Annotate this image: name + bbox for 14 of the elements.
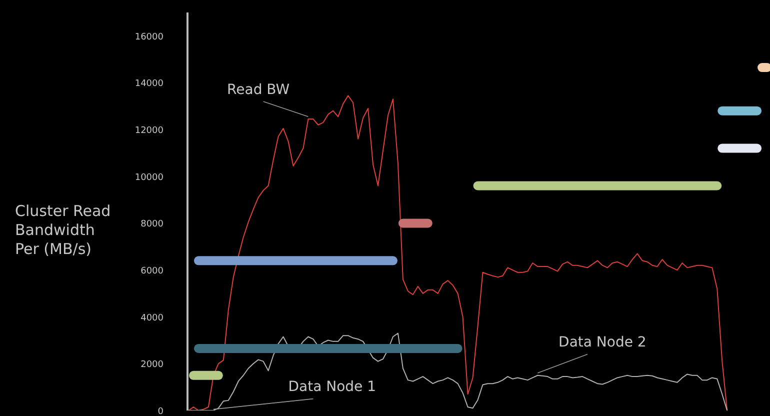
y-tick-label: 8000 (140, 220, 164, 230)
y-tick-label: 12000 (134, 126, 164, 136)
y-tick-label: 0 (158, 407, 164, 416)
series-label: Data Node 2 (558, 334, 646, 351)
y-tick-label: 2000 (140, 360, 164, 370)
y-axis-title: Cluster Read Bandwidth Per (MB/s) (15, 202, 111, 259)
annotation: Data Node 1 (288, 379, 376, 396)
line-series (188, 95, 728, 410)
y-tick-label: 4000 (140, 313, 164, 324)
y-tick-label: 14000 (134, 79, 164, 90)
text: Read BW (227, 82, 290, 98)
y-tick-label: 10000 (134, 172, 164, 183)
y-tick-label: 16000 (134, 32, 164, 42)
y-tick-label: 6000 (140, 266, 164, 277)
